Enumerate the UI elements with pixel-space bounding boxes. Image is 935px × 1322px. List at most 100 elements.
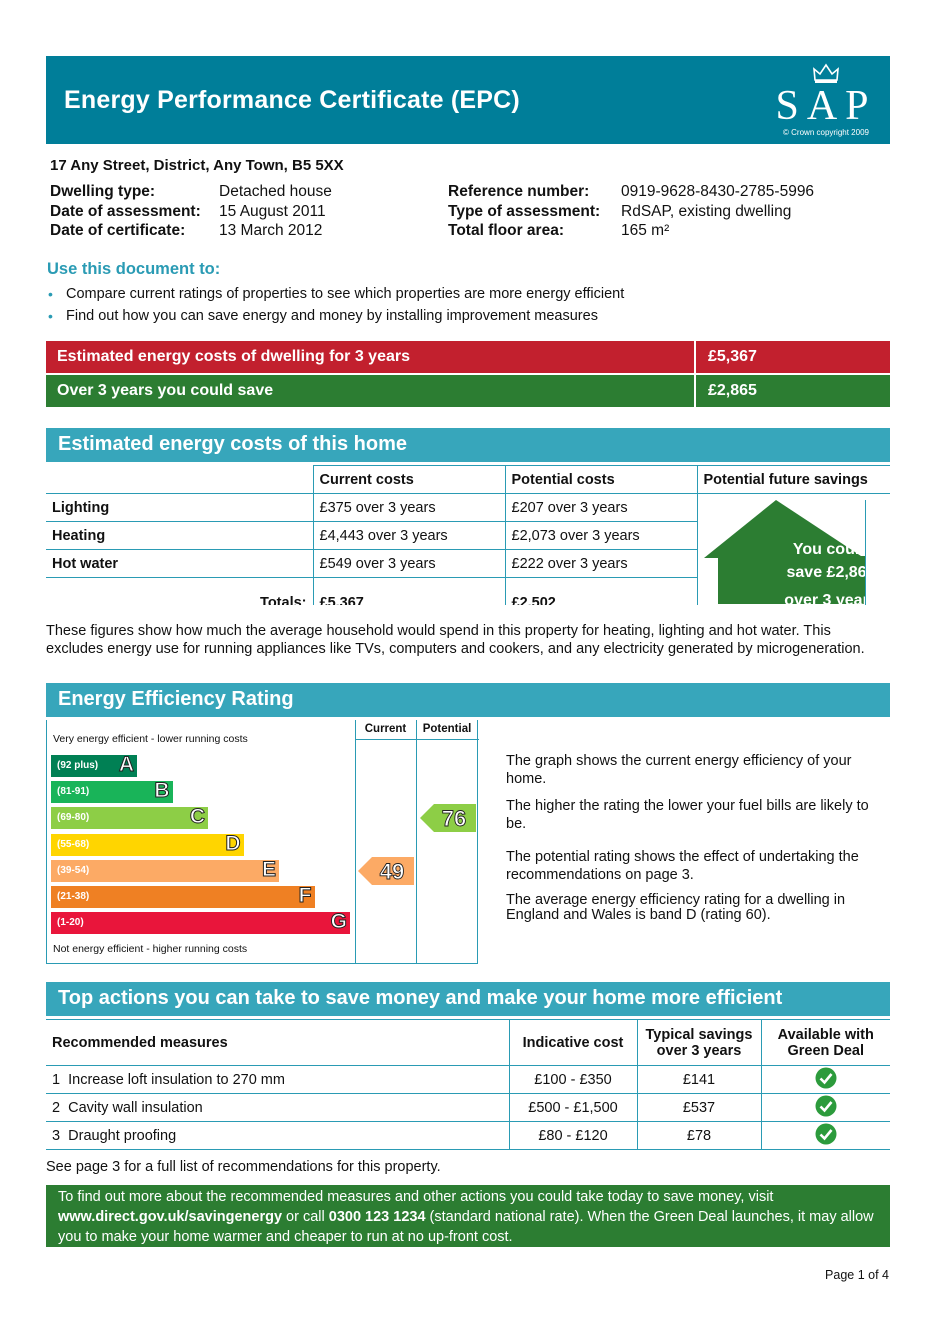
dwelling-type-value: Detached house (219, 183, 332, 200)
floor-area-label: Total floor area: (448, 222, 564, 239)
rating-heading: Energy Efficiency Rating (46, 683, 890, 717)
use-list: Compare current ratings of properties to… (46, 284, 890, 327)
table-row: Heating £4,443 over 3 years £2,073 over … (46, 521, 890, 550)
measure-cost: £100 - £350 (508, 1065, 638, 1094)
sap-logo-letters: SAP (775, 83, 877, 129)
band-e: (39-54) E (51, 857, 279, 882)
sap-logo: SAP © Crown copyright 2009 (770, 62, 882, 140)
potential-rating-arrow: 76 (420, 804, 476, 833)
estimated-cost-label: Estimated energy costs of dwelling for 3… (46, 341, 694, 373)
page-number: Page 1 of 4 (825, 1268, 889, 1282)
band-letter: D (225, 831, 241, 855)
chart-bottom-label: Not energy efficient - higher running co… (53, 943, 248, 955)
col-current-rating: Current (364, 723, 407, 735)
band-b: (81-91) B (51, 779, 173, 804)
col-potential-rating: Potential (422, 723, 472, 735)
band-letter: G (330, 910, 347, 934)
savingenergy-link[interactable]: www.direct.gov.uk/savingenergy (58, 1209, 283, 1225)
page-title: Energy Performance Certificate (EPC) (64, 86, 520, 114)
band-letter: C (189, 805, 205, 829)
current-cost: £4,443 over 3 years (312, 521, 506, 550)
estimated-cost-value: £5,367 (696, 341, 890, 373)
potential-rating-arrow-value: 76 (442, 806, 466, 831)
assessment-date-label: Date of assessment: (50, 203, 201, 220)
potential-cost: £2,073 over 3 years (504, 521, 698, 550)
band-f: (21-38) F (51, 884, 315, 908)
footer-text-3: (standard national rate). When the Green… (58, 1209, 874, 1245)
rating-text-3: The potential rating shows the effect of… (506, 849, 859, 883)
actions-table: Recommended measures Indicative cost Typ… (46, 1019, 890, 1150)
measure-name: Increase loft insulation to 270 mm (68, 1071, 285, 1088)
row-label: Heating (46, 521, 314, 550)
actions-heading: Top actions you can take to save money a… (46, 982, 890, 1016)
measure-savings: £141 (636, 1065, 762, 1094)
phone-number: 0300 123 1234 (328, 1209, 426, 1225)
actions-note: See page 3 for a full list of recommenda… (46, 1159, 441, 1175)
band-range: (69-80) (57, 812, 90, 824)
house-line-3: over 3 years (784, 592, 878, 604)
costs-note: These figures show how much the average … (46, 623, 865, 657)
measure-number: 1 (52, 1071, 61, 1088)
band-a: (92 plus) A (51, 753, 137, 777)
list-item: Compare current ratings of properties to… (46, 284, 890, 306)
current-rating-arrow: 49 (358, 856, 414, 885)
row-label: Hot water (46, 549, 314, 578)
measure-name: Draught proofing (68, 1127, 177, 1144)
estimated-cost-bar: Estimated energy costs of dwelling for 3… (46, 341, 890, 373)
band-letter: A (118, 753, 134, 777)
rating-chart: Current Potential Very energy efficient … (46, 720, 479, 964)
savings-label: Over 3 years you could save (46, 375, 694, 407)
band-range: (39-54) (57, 864, 90, 876)
crown-icon (813, 63, 839, 83)
band-letter: F (298, 884, 312, 908)
green-deal-box: To find out more about the recommended m… (46, 1185, 890, 1247)
totals-row: Totals: £5,367 £2,502 (46, 577, 890, 605)
band-range: (55-68) (57, 838, 90, 850)
rating-text-4: The average energy efficiency rating for… (506, 892, 846, 923)
col-potential-costs: Potential costs (504, 465, 698, 494)
measure-number: 2 (52, 1099, 61, 1116)
band-d: (55-68) D (51, 831, 244, 856)
band-c: (69-80) C (51, 805, 208, 830)
use-heading: Use this document to: (47, 260, 221, 278)
sap-copyright: © Crown copyright 2009 (783, 128, 869, 137)
savings-house-icon: You could save £2,865 over 3 years (704, 500, 878, 604)
rating-text-1: The graph shows the current energy effic… (506, 753, 852, 787)
measure-number: 3 (52, 1127, 61, 1144)
current-rating-arrow-value: 49 (380, 859, 404, 884)
col-future-savings: Potential future savings (696, 465, 890, 494)
band-letter: E (261, 857, 276, 881)
header-banner: Energy Performance Certificate (EPC) SAP… (46, 56, 890, 144)
measure-cost: £500 - £1,500 (508, 1093, 638, 1122)
check-icon (815, 1123, 837, 1144)
list-item: Find out how you can save energy and mon… (46, 306, 890, 328)
house-line-1: You could (793, 541, 869, 558)
property-details: Dwelling type: Detached house Date of as… (50, 182, 890, 242)
certificate-date-value: 13 March 2012 (219, 222, 323, 239)
costs-heading: Estimated energy costs of this home (46, 428, 890, 462)
total-potential: £2,502 (504, 577, 698, 605)
chart-top-label: Very energy efficient - lower running co… (53, 733, 248, 745)
measure-cost: £80 - £120 (508, 1121, 638, 1150)
footer-text-2: or call (282, 1209, 329, 1225)
totals-label: Totals: (46, 577, 314, 605)
floor-area-value: 165 m² (621, 222, 670, 239)
potential-cost: £207 over 3 years (504, 493, 698, 522)
table-row: Hot water £549 over 3 years £222 over 3 … (46, 549, 890, 578)
reference-value: 0919-9628-8430-2785-5996 (621, 183, 815, 200)
assessment-type-label: Type of assessment: (448, 203, 601, 220)
current-cost: £375 over 3 years (312, 493, 506, 522)
measure-savings: £78 (636, 1121, 762, 1150)
measure-savings: £537 (636, 1093, 762, 1122)
col-current-costs: Current costs (312, 465, 506, 494)
band-range: (81-91) (57, 786, 90, 798)
reference-label: Reference number: (448, 183, 590, 200)
col-green-deal: Available with Green Deal (760, 1019, 890, 1066)
col-indicative-cost: Indicative cost (508, 1019, 638, 1066)
row-label: Lighting (46, 493, 314, 522)
house-line-2: save £2,865 (787, 564, 876, 581)
potential-cost: £222 over 3 years (504, 549, 698, 578)
col-measures: Recommended measures (46, 1019, 510, 1066)
check-icon (815, 1095, 837, 1116)
certificate-date-label: Date of certificate: (50, 222, 186, 239)
